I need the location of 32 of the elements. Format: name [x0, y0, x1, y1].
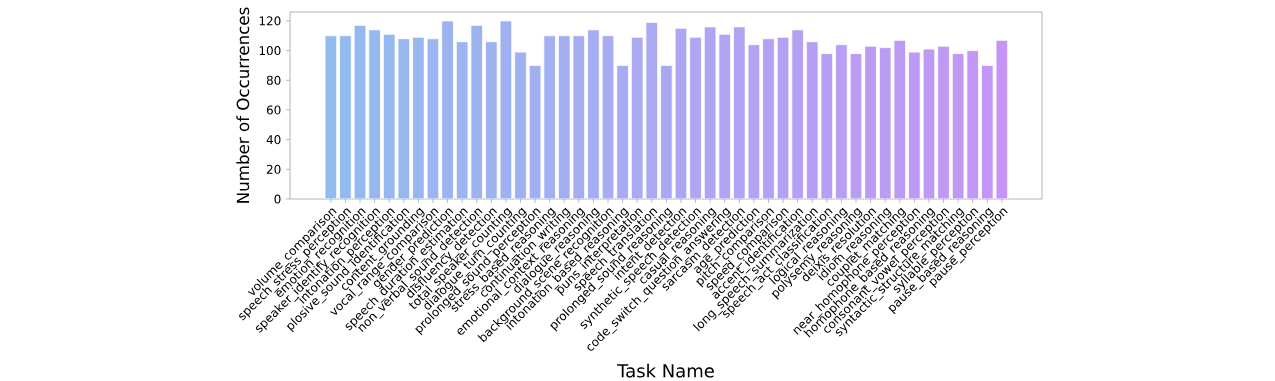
bar: [499, 20, 513, 199]
bar: [908, 51, 921, 199]
bar: [543, 35, 556, 199]
bar: [776, 36, 790, 199]
bar: [660, 65, 673, 199]
y-tick-label: 40: [266, 135, 281, 145]
bar: [689, 36, 702, 199]
bar: [339, 35, 352, 199]
y-axis-title: Number of Occurrences: [236, 7, 250, 203]
bar: [514, 51, 527, 199]
bar: [645, 21, 659, 199]
bar: [528, 65, 542, 199]
y-tick-label: 20: [266, 164, 281, 174]
bar: [397, 38, 411, 199]
bar: [966, 50, 979, 199]
bar: [937, 45, 950, 199]
bar: [470, 24, 483, 199]
y-tick-label: 80: [266, 75, 281, 85]
bar: [382, 33, 396, 199]
bar: [601, 35, 615, 199]
y-tick-label: 0: [274, 194, 281, 204]
y-tick-label: 120: [259, 16, 281, 26]
bar: [353, 24, 367, 199]
bar: [324, 35, 338, 199]
bar: [616, 65, 629, 199]
bar: [835, 44, 848, 199]
bar: [630, 36, 644, 199]
x-axis-title: Task Name: [617, 363, 714, 378]
bar: [922, 48, 936, 199]
bar: [762, 38, 775, 199]
y-tick-label: 100: [259, 46, 281, 56]
y-tick-label: 60: [266, 105, 281, 115]
